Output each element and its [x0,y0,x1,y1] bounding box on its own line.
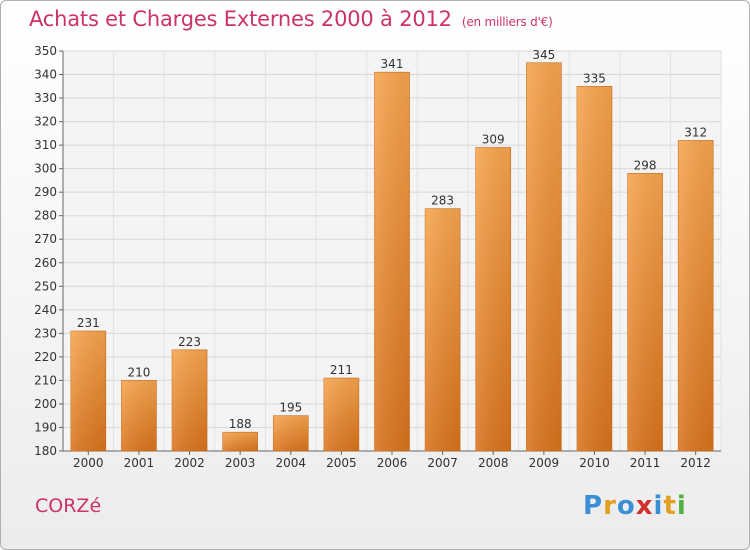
x-tick-label-2000: 2000 [73,456,104,470]
x-tick-label-2009: 2009 [529,456,560,470]
y-tick-label: 270 [34,232,57,246]
logo-letter: i [653,491,664,521]
y-tick-label: 240 [34,303,57,317]
x-tick-label-2004: 2004 [275,456,306,470]
bars [70,62,714,452]
logo-letter: r [603,491,617,521]
data-label-2002: 223 [178,335,201,349]
data-label-2007: 283 [431,194,454,208]
x-tick-label-2005: 2005 [326,456,357,470]
data-label-2003: 188 [229,417,252,431]
data-label-2000: 231 [77,316,100,330]
data-label-2011: 298 [634,158,657,172]
proxiti-logo: Proxiti [583,491,687,521]
data-label-2004: 195 [279,401,302,415]
y-tick-label: 320 [34,115,57,129]
x-tick-label-2008: 2008 [478,456,509,470]
x-tick-label-2006: 2006 [377,456,408,470]
logo-letter: P [583,491,604,521]
x-tick-label-2003: 2003 [225,456,256,470]
data-label-2012: 312 [684,125,707,139]
y-tick-label: 280 [34,209,57,223]
data-label-2006: 341 [381,57,404,71]
x-tick-label-2010: 2010 [579,456,610,470]
y-tick-label: 200 [34,397,57,411]
commune-name: CORZé [35,495,102,517]
chart-title: Achats et Charges Externes 2000 à 2012 (e… [29,7,553,31]
bar-shade-2008 [475,147,511,451]
y-tick-label: 340 [34,68,57,82]
y-tick-label: 250 [34,279,57,293]
bar-shade-2003 [222,432,258,451]
y-tick-label: 260 [34,256,57,270]
data-label-2008: 309 [482,132,505,146]
chart-subtitle: (en milliers d'€) [461,15,553,29]
logo-letter: x [635,491,654,521]
bar-shade-2000 [70,331,106,451]
logo-letter: o [616,491,636,521]
chart-title-text: Achats et Charges Externes 2000 à 2012 [29,7,452,31]
y-tick-label: 310 [34,138,57,152]
bar-shade-2009 [526,62,562,451]
y-tick-label: 330 [34,91,57,105]
y-tick-label: 230 [34,326,57,340]
data-labels: 231 210 223 188 195 211 341 283 309 345 335 298 312 [77,48,707,431]
y-tick-label: 300 [34,162,57,176]
data-label-2005: 211 [330,363,353,377]
y-tick-label: 290 [34,185,57,199]
bar-shade-2002 [172,349,208,451]
x-tick-label-2007: 2007 [427,456,458,470]
bar-shade-2012 [678,140,714,452]
data-label-2009: 345 [532,48,555,62]
data-label-2010: 335 [583,71,606,85]
bar-shade-2001 [121,380,157,451]
x-tick-label-2011: 2011 [630,456,661,470]
bar-shade-2004 [273,415,309,451]
y-tick-label: 190 [34,420,57,434]
y-tick-label: 350 [34,44,57,58]
data-label-2001: 210 [127,365,150,379]
y-tick-label: 220 [34,350,57,364]
y-tick-label: 180 [34,444,57,458]
x-tick-label-2012: 2012 [680,456,711,470]
y-tick-label: 210 [34,373,57,387]
x-tick-label-2002: 2002 [174,456,205,470]
x-axis: 2000 2001 2002 2003 2004 2005 2006 2007 2008 2009… [73,451,711,470]
logo-letter: t [663,491,677,521]
logo-letter: i [676,491,687,521]
x-tick-label-2001: 2001 [124,456,155,470]
bar-shade-2006 [374,72,410,452]
bar-shade-2007 [425,208,461,451]
bar-shade-2011 [627,173,663,451]
bar-shade-2005 [323,378,359,451]
bar-shade-2010 [576,86,612,451]
